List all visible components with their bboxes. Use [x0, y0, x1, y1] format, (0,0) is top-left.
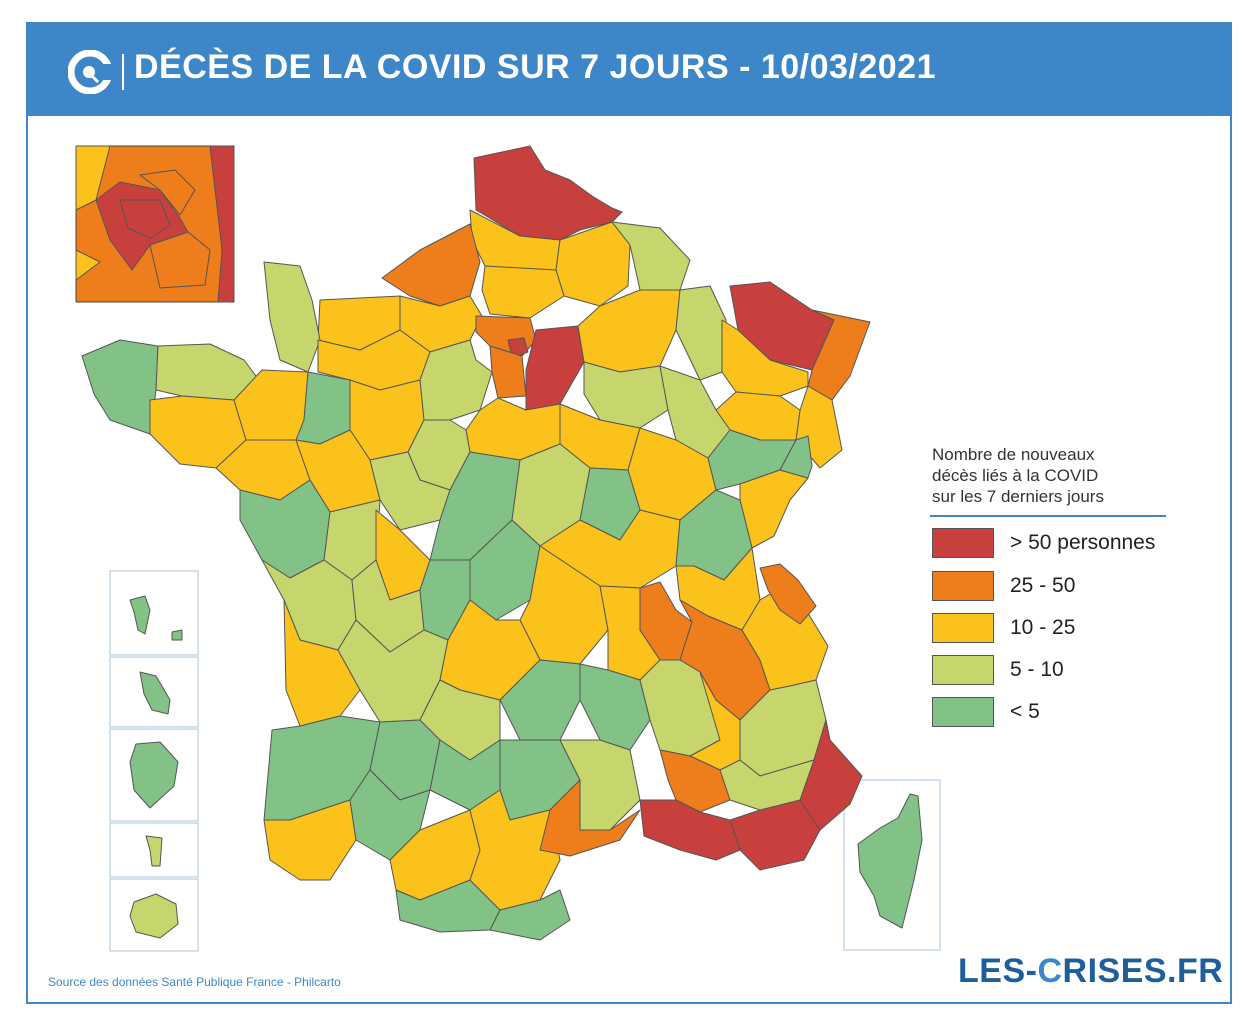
- legend-label: < 5: [1010, 700, 1040, 723]
- data-source-note: Source des données Santé Publique France…: [48, 975, 341, 989]
- legend-swatch: [932, 613, 994, 643]
- mainland-departments: [81, 145, 871, 941]
- brand-prefix: LES-: [958, 952, 1038, 990]
- legend-swatch: [932, 528, 994, 558]
- legend-swatch: [932, 571, 994, 601]
- legend-swatch: [932, 697, 994, 727]
- legend-title-line: décès liés à la COVID: [932, 466, 1099, 485]
- brand-logo[interactable]: LES-CRISES.FR: [958, 952, 1223, 991]
- header-separator: [122, 54, 124, 90]
- overseas-insets: [109, 570, 941, 952]
- legend-divider: [930, 515, 1166, 517]
- legend-label: 5 - 10: [1010, 658, 1064, 681]
- header-bar: DÉCÈS DE LA COVID SUR 7 JOURS - 10/03/20…: [28, 24, 1230, 116]
- legend-label: 25 - 50: [1010, 574, 1076, 597]
- legend-title-line: Nombre de nouveaux: [932, 445, 1095, 464]
- page-title: DÉCÈS DE LA COVID SUR 7 JOURS - 10/03/20…: [134, 48, 937, 86]
- brand-accent: C: [1037, 952, 1063, 990]
- legend-label: > 50 personnes: [1010, 531, 1156, 554]
- paris-inset: [75, 145, 235, 303]
- brand-suffix: RISES.FR: [1062, 952, 1224, 990]
- legend-title-line: sur les 7 derniers jours: [932, 487, 1104, 506]
- legend-label: 10 - 25: [1010, 616, 1076, 639]
- les-crises-c-logo-icon: [68, 50, 112, 94]
- legend-title: Nombre de nouveaux décès liés à la COVID…: [932, 444, 1172, 507]
- legend-swatch: [932, 655, 994, 685]
